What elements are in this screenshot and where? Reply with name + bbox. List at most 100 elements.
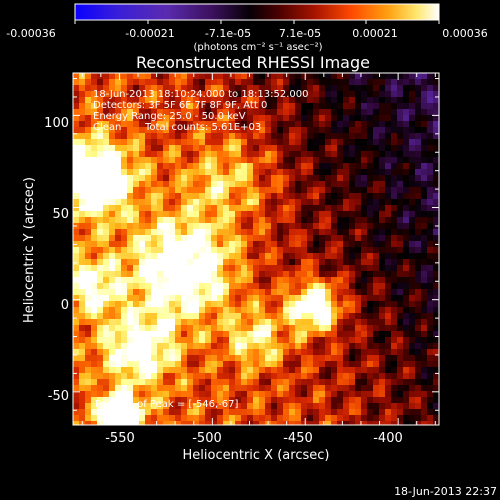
heatmap-cell (337, 97, 344, 104)
heatmap-cell (397, 145, 404, 152)
heatmap-cell (169, 307, 176, 314)
heatmap-cell (397, 349, 404, 356)
heatmap-cell (229, 181, 236, 188)
heatmap-cell (289, 145, 296, 152)
heatmap-cell (205, 283, 212, 290)
heatmap-cell (289, 325, 296, 332)
heatmap-cell (235, 127, 242, 134)
heatmap-cell (133, 73, 140, 80)
heatmap-cell (223, 313, 230, 320)
heatmap-cell (427, 319, 434, 326)
heatmap-cell (193, 361, 200, 368)
heatmap-cell (235, 313, 242, 320)
heatmap-cell (343, 157, 350, 164)
heatmap-cell (85, 265, 92, 272)
heatmap-cell (415, 313, 422, 320)
heatmap-cell (361, 73, 368, 80)
heatmap-cell (337, 397, 344, 404)
heatmap-cell (91, 139, 98, 146)
heatmap-cell (397, 235, 404, 242)
heatmap-cell (211, 91, 218, 98)
heatmap-cell (169, 301, 176, 308)
heatmap-cell (181, 175, 188, 182)
heatmap-cell (163, 175, 170, 182)
heatmap-cell (91, 91, 98, 98)
heatmap-cell (409, 187, 416, 194)
heatmap-cell (397, 217, 404, 224)
heatmap-cell (241, 421, 248, 425)
heatmap-cell (199, 391, 206, 398)
heatmap-cell (157, 193, 164, 200)
heatmap-cell (259, 409, 266, 416)
heatmap-cell (127, 187, 134, 194)
heatmap-cell (271, 265, 278, 272)
heatmap-cell (343, 421, 350, 425)
heatmap-cell (391, 313, 398, 320)
heatmap-cell (163, 373, 170, 380)
heatmap-cell (385, 229, 392, 236)
heatmap-cell (373, 241, 380, 248)
heatmap-cell (337, 307, 344, 314)
heatmap-cell (211, 133, 218, 140)
heatmap-cell (379, 415, 386, 422)
heatmap-cell (301, 397, 308, 404)
heatmap-cell (133, 223, 140, 230)
heatmap-cell (241, 409, 248, 416)
heatmap-cell (109, 361, 116, 368)
heatmap-cell (379, 331, 386, 338)
heatmap-cell (373, 373, 380, 380)
heatmap-cell (415, 79, 422, 86)
heatmap-cell (175, 331, 182, 338)
heatmap-cell (127, 217, 134, 224)
heatmap-cell (121, 349, 128, 356)
heatmap-cell (151, 283, 158, 290)
heatmap-cell (415, 301, 422, 308)
heatmap-cell (265, 91, 272, 98)
heatmap-cell (121, 229, 128, 236)
heatmap-cell (331, 397, 338, 404)
heatmap-cell (301, 415, 308, 422)
heatmap-cell (211, 409, 218, 416)
heatmap-cell (127, 241, 134, 248)
heatmap-cell (373, 397, 380, 404)
heatmap-cell (181, 271, 188, 278)
heatmap-cell (175, 259, 182, 266)
heatmap-cell (241, 397, 248, 404)
heatmap-cell (145, 115, 152, 122)
heatmap-cell (211, 265, 218, 272)
heatmap-cell (277, 163, 284, 170)
heatmap-cell (271, 361, 278, 368)
heatmap-cell (253, 235, 260, 242)
heatmap-cell (205, 403, 212, 410)
heatmap-cell (73, 403, 80, 410)
heatmap-cell (157, 139, 164, 146)
heatmap-cell (337, 199, 344, 206)
heatmap-cell (91, 289, 98, 296)
heatmap-cell (337, 223, 344, 230)
heatmap-cell (181, 145, 188, 152)
heatmap-cell (223, 331, 230, 338)
heatmap-cell (193, 79, 200, 86)
heatmap-cell (235, 91, 242, 98)
heatmap-cell (397, 103, 404, 110)
heatmap-cell (289, 421, 296, 425)
heatmap-cell (385, 127, 392, 134)
heatmap-cell (277, 373, 284, 380)
heatmap-cell (379, 145, 386, 152)
heatmap-cell (433, 337, 439, 344)
heatmap-cell (211, 337, 218, 344)
heatmap-cell (139, 235, 146, 242)
heatmap-cell (373, 133, 380, 140)
heatmap-cell (109, 259, 116, 266)
heatmap-cell (199, 205, 206, 212)
heatmap-cell (175, 379, 182, 386)
heatmap-cell (145, 283, 152, 290)
heatmap-cell (415, 367, 422, 374)
heatmap-cell (397, 283, 404, 290)
heatmap-cell (85, 325, 92, 332)
heatmap-cell (85, 109, 92, 116)
heatmap-cell (187, 193, 194, 200)
heatmap-cell (331, 349, 338, 356)
heatmap-cell (259, 73, 266, 80)
heatmap-cell (223, 115, 230, 122)
